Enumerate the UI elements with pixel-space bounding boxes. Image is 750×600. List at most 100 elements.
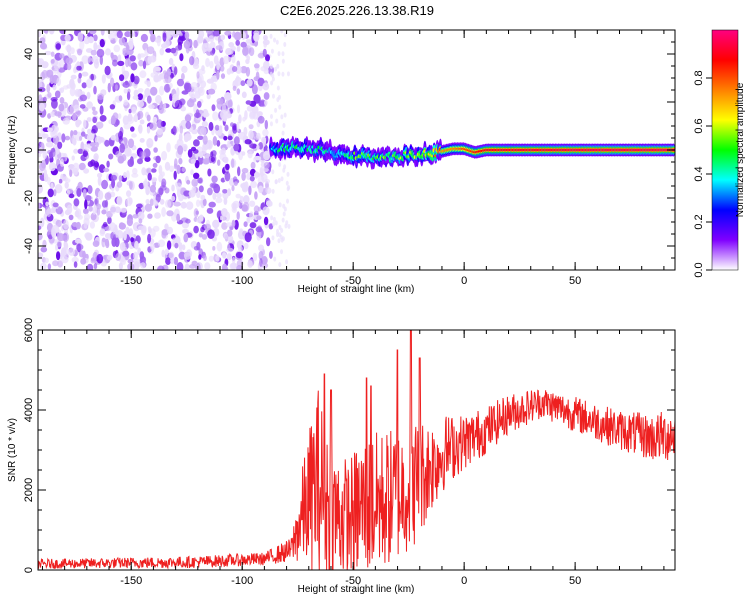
- noise-blob: [86, 117, 92, 122]
- noise-blob: [154, 200, 159, 206]
- noise-blob: [184, 31, 190, 40]
- noise-blob: [192, 149, 199, 154]
- noise-blob: [196, 241, 201, 251]
- noise-blob: [263, 92, 270, 100]
- colorbar-tick-label: 0.4: [693, 166, 705, 181]
- noise-blob: [208, 255, 214, 262]
- noise-blob: [75, 90, 83, 96]
- noise-blob: [73, 198, 80, 207]
- noise-blob: [57, 141, 63, 149]
- noise-blob: [283, 32, 287, 38]
- colorbar-ticks: 0.0 0.2 0.4 0.6 0.8: [693, 70, 712, 278]
- noise-blob: [84, 232, 92, 239]
- noise-blob: [47, 127, 53, 132]
- noise-blob: [168, 165, 175, 172]
- noise-blob: [184, 114, 192, 123]
- noise-blob: [140, 33, 148, 43]
- noise-blob: [208, 201, 216, 208]
- noise-blob: [146, 138, 154, 148]
- noise-blob: [103, 167, 110, 173]
- noise-blob: [183, 82, 190, 91]
- noise-blob: [107, 82, 112, 93]
- noise-blob: [104, 233, 111, 239]
- noise-blob: [50, 59, 55, 64]
- noise-blob: [269, 201, 273, 207]
- noise-blob: [64, 34, 71, 42]
- noise-blob: [57, 233, 65, 242]
- colorbar-tick-label: 0.6: [693, 118, 705, 133]
- y-tick-label: -20: [23, 190, 35, 206]
- noise-blob: [159, 48, 165, 56]
- noise-blob: [126, 170, 130, 180]
- noise-blob: [166, 68, 172, 77]
- noise-blob: [40, 71, 46, 81]
- noise-blob: [220, 34, 226, 41]
- noise-blob: [282, 167, 286, 173]
- noise-blob: [144, 80, 150, 85]
- noise-blob: [47, 113, 52, 119]
- noise-blob: [137, 211, 145, 221]
- noise-blob: [119, 74, 125, 82]
- noise-blob: [236, 104, 241, 114]
- noise-blob: [174, 242, 179, 249]
- noise-blob: [77, 148, 84, 154]
- noise-blob: [207, 229, 215, 239]
- noise-blob: [192, 63, 200, 70]
- noise-blob: [106, 254, 113, 261]
- noise-blob: [110, 204, 117, 215]
- noise-blob: [113, 44, 121, 53]
- noise-blob: [133, 89, 139, 98]
- noise-blob: [233, 181, 238, 186]
- noise-blob: [174, 99, 183, 110]
- noise-blob: [258, 250, 264, 261]
- noise-blob: [173, 201, 181, 207]
- noise-blob: [266, 237, 271, 247]
- noise-blob: [281, 71, 285, 77]
- noise-blob: [84, 195, 92, 201]
- noise-blob: [251, 84, 258, 95]
- noise-blob: [217, 129, 222, 136]
- noise-blob: [130, 126, 135, 132]
- noise-blob: [144, 203, 152, 212]
- noise-blob: [274, 107, 278, 113]
- noise-blob: [176, 138, 184, 148]
- spectrogram-x-label: Height of straight line (km): [298, 284, 415, 295]
- noise-blob: [279, 249, 283, 255]
- noise-blob: [274, 66, 278, 72]
- noise-blob: [216, 70, 220, 80]
- noise-blob: [247, 150, 253, 159]
- noise-blob: [230, 122, 234, 127]
- noise-blob: [249, 211, 254, 221]
- noise-blob: [111, 237, 117, 247]
- spectrogram-y-label: Frequency (Hz): [7, 116, 18, 185]
- noise-blob: [125, 44, 130, 52]
- noise-blob: [84, 199, 88, 210]
- noise-blob: [197, 135, 204, 140]
- noise-blob: [189, 56, 195, 66]
- noise-blob: [166, 210, 174, 217]
- noise-blob: [151, 177, 158, 183]
- noise-blob: [280, 114, 284, 120]
- noise-blob: [129, 37, 134, 45]
- noise-blob: [77, 77, 82, 84]
- noise-blob: [283, 42, 287, 48]
- noise-blob: [261, 136, 267, 144]
- noise-blob: [164, 248, 169, 256]
- noise-blob: [221, 147, 226, 155]
- noise-blob: [58, 103, 65, 112]
- noise-blob: [277, 238, 281, 244]
- noise-blob: [156, 38, 161, 47]
- noise-blob: [282, 211, 286, 217]
- noise-blob: [189, 97, 197, 103]
- noise-blob: [93, 160, 99, 171]
- colorbar-tick-label: 0.2: [693, 214, 705, 229]
- noise-blob: [225, 163, 230, 171]
- noise-blob: [79, 94, 88, 102]
- noise-blob: [232, 85, 237, 92]
- noise-blob: [181, 167, 186, 172]
- noise-blob: [144, 87, 151, 98]
- noise-blob: [137, 93, 143, 101]
- noise-blob: [102, 221, 108, 228]
- noise-blob: [236, 264, 243, 270]
- noise-blob: [179, 125, 183, 135]
